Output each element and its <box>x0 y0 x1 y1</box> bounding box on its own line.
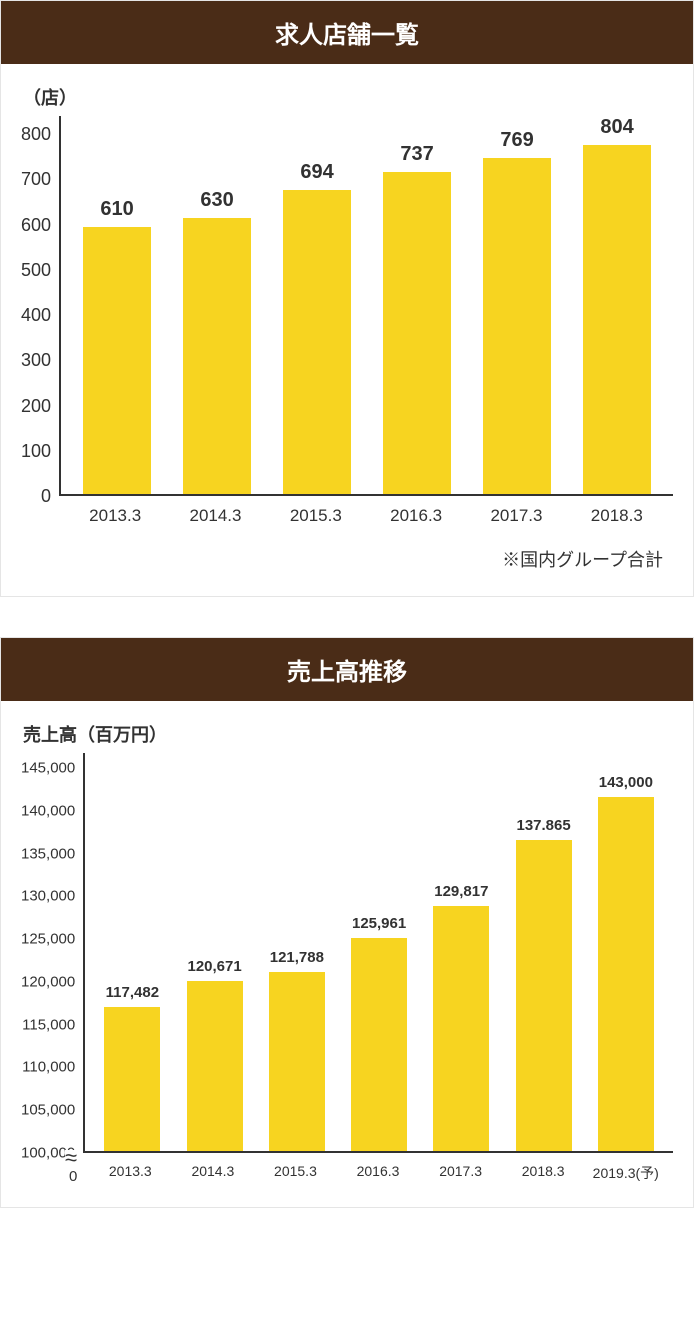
bar <box>383 172 451 494</box>
y-tick: 100 <box>21 442 51 460</box>
plot-area: 117,482 120,671 121,788 125,961 129,817 137.8… <box>83 753 673 1153</box>
bar-value-label: 737 <box>400 143 433 166</box>
y-tick-zero: 0 <box>69 1168 77 1185</box>
bar-value-label: 610 <box>100 198 133 221</box>
x-tick-label: 2015.3 <box>254 1163 337 1183</box>
x-tick-label: 2017.3 <box>466 506 566 526</box>
bar-value-label: 120,671 <box>187 958 241 975</box>
bar <box>83 227 151 494</box>
bar-value-label: 769 <box>500 129 533 152</box>
bar-column: 120,671 <box>173 753 255 1151</box>
bar <box>187 981 243 1151</box>
y-tick: 110,000 <box>22 1060 75 1075</box>
chart-footnote: ※国内グループ合計 <box>21 546 673 572</box>
axis-break-mark: ≈ <box>65 1152 77 1163</box>
x-tick-label: 2018.3 <box>567 506 667 526</box>
chart-title: 売上高推移 <box>1 638 693 701</box>
y-tick: 125,000 <box>21 932 75 947</box>
y-tick: 200 <box>21 397 51 415</box>
bar-column: 125,961 <box>338 753 420 1151</box>
bar-column: 737 <box>367 116 467 494</box>
bar-column: 630 <box>167 116 267 494</box>
x-tick-label: 2019.3(予) <box>584 1163 667 1183</box>
y-tick: 120,000 <box>21 974 75 989</box>
bar <box>351 938 407 1151</box>
x-axis: 2013.32014.32015.32016.32017.32018.32019… <box>21 1153 673 1183</box>
bar <box>104 1007 160 1151</box>
chart-title: 求人店舗一覧 <box>1 1 693 64</box>
y-tick: 105,000 <box>21 1103 75 1118</box>
bar-value-label: 630 <box>200 189 233 212</box>
bar <box>269 972 325 1151</box>
y-tick: 140,000 <box>21 803 75 818</box>
bar-value-label: 117,482 <box>106 984 159 1001</box>
chart-panel-0: 求人店舗一覧 （店） 800 700 600 500 400 300 200 100 0 610 630… <box>0 0 694 597</box>
bar <box>483 158 551 494</box>
y-tick: 600 <box>21 216 51 234</box>
bar <box>598 797 654 1151</box>
bar-column: 769 <box>467 116 567 494</box>
plot-area: 610 630 694 737 769 804 <box>59 116 673 496</box>
y-tick: 400 <box>21 306 51 324</box>
bar-value-label: 694 <box>300 161 333 184</box>
chart: 145,000 140,000 135,000 130,000 125,000 120,0… <box>21 753 673 1183</box>
bar <box>583 145 651 494</box>
y-tick: 0 <box>41 487 51 505</box>
y-axis-unit: 売上高（百万円） <box>23 721 673 747</box>
axis-break-icon: ≈ <box>65 1150 77 1165</box>
y-tick: 115,000 <box>22 1017 75 1032</box>
bar <box>516 840 572 1151</box>
bar-value-label: 125,961 <box>352 915 406 932</box>
x-tick-label: 2013.3 <box>89 1163 172 1183</box>
bar-column: 129,817 <box>420 753 502 1151</box>
y-tick: 800 <box>21 125 51 143</box>
bar <box>183 218 251 494</box>
x-tick-label: 2014.3 <box>165 506 265 526</box>
x-tick-label: 2017.3 <box>419 1163 502 1183</box>
y-tick: 700 <box>21 170 51 188</box>
chart-body: （店） 800 700 600 500 400 300 200 100 0 610 630 694 737… <box>1 64 693 596</box>
bar-value-label: 804 <box>600 116 633 139</box>
y-tick: 135,000 <box>21 846 75 861</box>
bar-column: 137.865 <box>502 753 584 1151</box>
bar-value-label: 143,000 <box>599 774 653 791</box>
bar <box>283 190 351 494</box>
x-tick-label: 2015.3 <box>266 506 366 526</box>
bar-value-label: 129,817 <box>434 883 488 900</box>
y-tick: 300 <box>21 351 51 369</box>
bar-column: 121,788 <box>256 753 338 1151</box>
bar-column: 143,000 <box>585 753 667 1151</box>
bar-column: 610 <box>67 116 167 494</box>
x-axis: 2013.32014.32015.32016.32017.32018.3 <box>21 496 673 526</box>
y-tick: 130,000 <box>21 889 75 904</box>
y-axis-unit: （店） <box>23 84 673 110</box>
chart: 800 700 600 500 400 300 200 100 0 610 630 694 737 769… <box>21 116 673 526</box>
bar-column: 694 <box>267 116 367 494</box>
chart-body: 売上高（百万円） 145,000 140,000 135,000 130,000 125,… <box>1 701 693 1207</box>
x-tick-label: 2016.3 <box>337 1163 420 1183</box>
y-axis: 8007006005004003002001000 <box>21 116 59 496</box>
x-tick-label: 2018.3 <box>502 1163 585 1183</box>
y-tick: 145,000 <box>21 761 75 776</box>
bar-column: 804 <box>567 116 667 494</box>
bar-value-label: 137.865 <box>516 817 570 834</box>
chart-panel-1: 売上高推移売上高（百万円） 145,000 140,000 135,000 130,00… <box>0 637 694 1208</box>
x-tick-label: 2013.3 <box>65 506 165 526</box>
bar-column: 117,482 <box>91 753 173 1151</box>
y-tick: 500 <box>21 261 51 279</box>
y-axis: 145,000 140,000 135,000 130,000 125,000 120,0… <box>21 753 83 1153</box>
bar-value-label: 121,788 <box>270 949 324 966</box>
x-tick-label: 2016.3 <box>366 506 466 526</box>
bar <box>433 906 489 1151</box>
x-tick-label: 2014.3 <box>172 1163 255 1183</box>
